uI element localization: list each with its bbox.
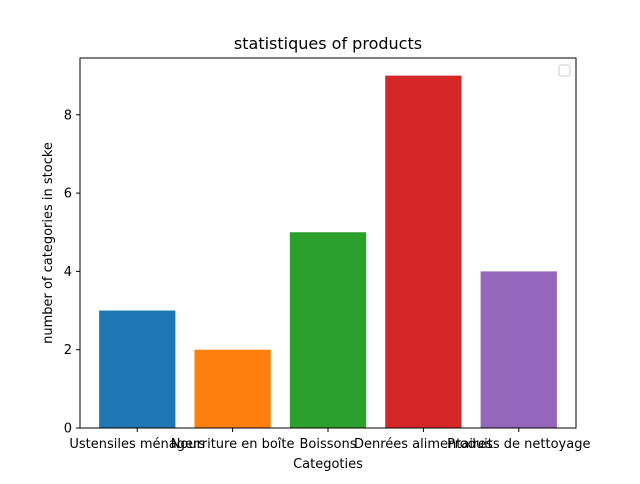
bar-1 [194,349,271,428]
bar-3 [385,75,462,429]
y-tick-label-4: 8 [64,108,72,123]
bar-2 [289,232,367,428]
y-tick-label-3: 6 [64,187,72,202]
y-tick-label-1: 2 [64,343,72,358]
x-tick-label-2: Boissons [300,437,357,452]
y-tick-label-0: 0 [64,422,72,437]
chart-title: statistiques of products [234,34,422,53]
bars-layer [99,75,557,429]
x-tick-label-4: Produits de nettoyage [447,437,590,452]
bar-0 [99,310,176,428]
x-tick-label-0: Ustensiles ménagers [69,437,205,452]
y-axis-label: number of categories in stocke [41,142,56,344]
x-tick-label-1: Nourriture en boîte [171,437,295,452]
y-axis-ticks: 0 2 4 6 8 [64,108,80,437]
x-tick-label-3: Denrées alimentaires [354,437,493,452]
bar-4 [480,271,557,428]
x-axis-label: Categoties [293,457,363,472]
legend-box [558,64,571,77]
y-tick-label-2: 4 [64,265,72,280]
